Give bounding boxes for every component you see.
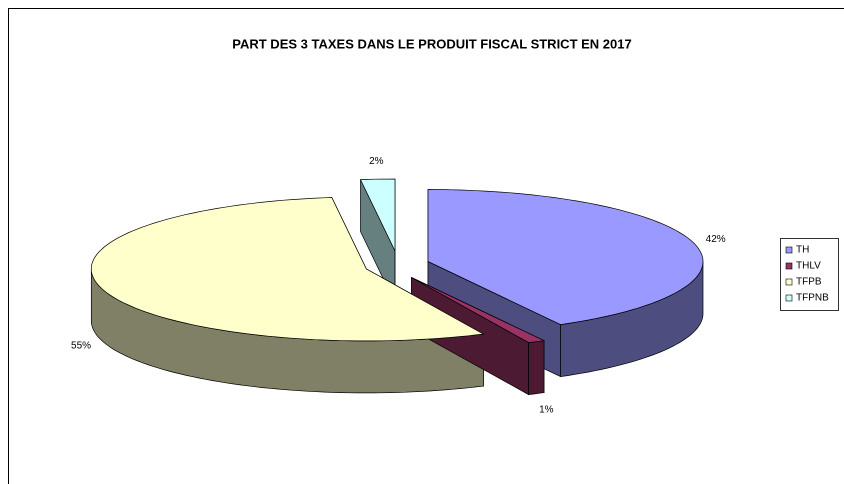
legend-label: TFPNB [796, 293, 829, 304]
legend-swatch [785, 246, 793, 254]
legend-swatch [785, 262, 793, 270]
legend-label: TH [796, 245, 809, 256]
chart-frame [8, 8, 844, 484]
data-label: 2% [369, 156, 384, 167]
legend-label: TFPB [796, 277, 822, 288]
legend-label: THLV [796, 261, 821, 272]
slice [359, 178, 396, 252]
legend-swatch [785, 294, 793, 302]
slice-rim [528, 340, 545, 395]
data-label: 42% [706, 234, 726, 245]
data-label: 1% [539, 404, 554, 415]
slice [427, 189, 704, 325]
legend-swatch [785, 278, 793, 286]
slice [90, 197, 485, 342]
slice [411, 277, 546, 343]
chart-title: PART DES 3 TAXES DANS LE PRODUIT FISCAL … [232, 36, 631, 51]
data-label: 55% [71, 341, 91, 352]
